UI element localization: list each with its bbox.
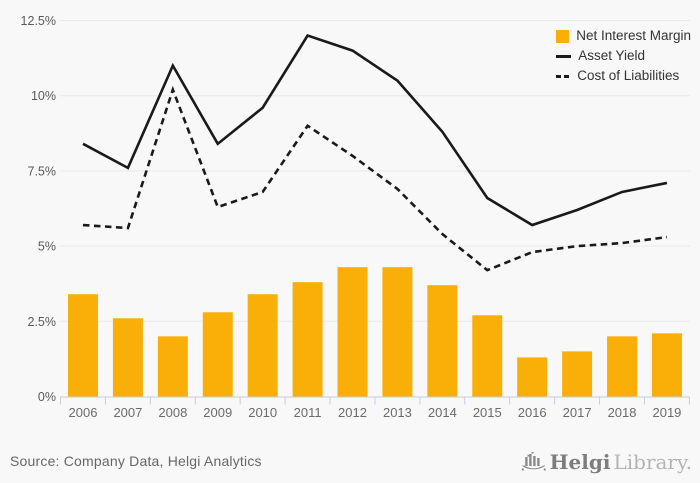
logo-text-helgi: Helgi [549,450,611,474]
x-axis-label-2019: 2019 [652,405,681,420]
legend-item-label: Net Interest Margin [576,28,691,44]
y-axis-tick-label: 10% [31,89,56,103]
asset-yield-line[interactable] [82,33,668,227]
dashed-line-swatch-icon [556,74,571,78]
source-text: Source: Company Data, Helgi Analytics [10,453,262,469]
bar-2011[interactable] [292,282,323,397]
bar-swatch-icon [556,29,570,43]
bar-2009[interactable] [202,312,233,397]
x-axis-label-2013: 2013 [383,405,412,420]
x-axis-label-2018: 2018 [608,405,637,420]
y-axis-tick-label: 5% [38,240,56,254]
logo-text-library: Library. [613,450,692,474]
legend-item-asset-yield[interactable]: Asset Yield [556,46,691,66]
bar-2013[interactable] [382,267,413,397]
x-axis-label-2012: 2012 [338,405,367,420]
y-axis-tick-label: 7.5% [28,164,57,178]
bar-2008[interactable] [157,336,188,397]
bar-2010[interactable] [247,294,278,397]
chart-svg: 0% 2.5% 5% 7.5% 10% 12.5% 2006 2007 2008 2009 2010… [21,14,690,420]
y-axis-tick-label: 0% [38,390,56,404]
bar-2018[interactable] [607,336,638,397]
helgi-library-logo[interactable]: Helgi Library. [521,450,692,474]
bar-2015[interactable] [472,315,503,397]
cost-of-liabilities-line[interactable] [82,85,668,272]
x-axis-label-2006: 2006 [69,405,98,420]
x-axis-label-2010: 2010 [248,405,277,420]
x-axis-label-2015: 2015 [473,405,502,420]
x-axis-label-2011: 2011 [294,405,322,420]
chart-plot-area: 0% 2.5% 5% 7.5% 10% 12.5% 2006 2007 2008 2009 2010… [21,14,690,420]
bar-2017[interactable] [562,351,593,397]
y-axis-tick-label: 2.5% [28,315,57,329]
solid-line-swatch-icon [556,54,572,58]
x-axis-label-2016: 2016 [518,405,547,420]
legend-item-label: Asset Yield [578,48,645,64]
bar-2012[interactable] [337,267,368,397]
x-axis-label-2014: 2014 [428,405,457,420]
x-axis-label-2009: 2009 [203,405,232,420]
bar-2019[interactable] [651,333,682,397]
legend: Net Interest Margin Asset Yield Cost of … [556,26,691,86]
x-axis-label-2008: 2008 [158,405,187,420]
y-axis-tick-label: 12.5% [21,14,56,28]
helgi-ship-logo-icon [521,451,546,471]
x-axis-label-2007: 2007 [113,405,142,420]
bar-2006[interactable] [68,294,98,397]
legend-item-net-interest-margin[interactable]: Net Interest Margin [556,26,691,46]
bar-2016[interactable] [517,357,548,397]
x-axis-label-2017: 2017 [563,405,592,420]
bar-2007[interactable] [112,318,143,397]
legend-item-label: Cost of Liabilities [577,68,680,84]
bar-2014[interactable] [427,285,458,397]
legend-item-cost-of-liabilities[interactable]: Cost of Liabilities [556,66,691,86]
